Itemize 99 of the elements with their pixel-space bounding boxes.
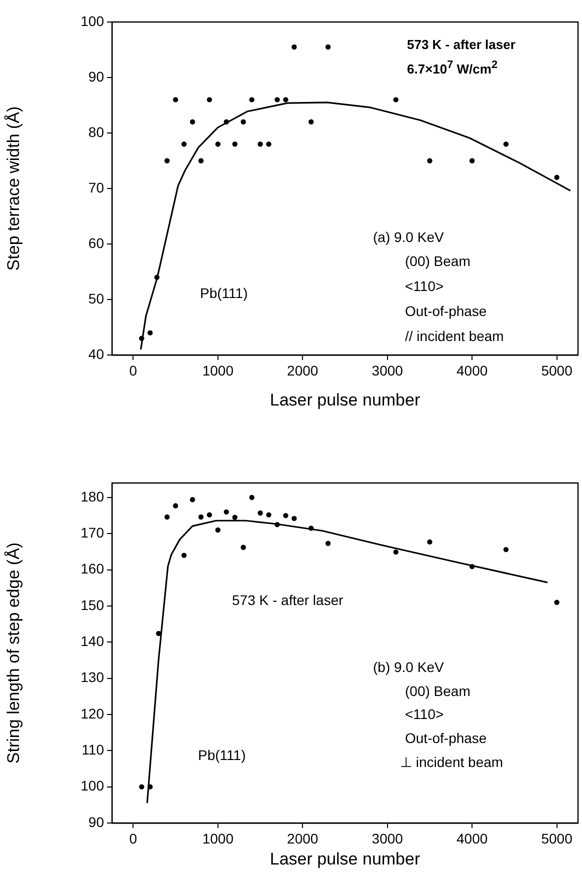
- point: [232, 142, 238, 147]
- point: [215, 527, 221, 533]
- point: [249, 494, 254, 500]
- point: [198, 158, 204, 164]
- point: [554, 600, 560, 605]
- point: [427, 158, 432, 164]
- y-tick-label: 40: [88, 346, 104, 362]
- point: [283, 512, 288, 518]
- point: [181, 552, 187, 558]
- point: [172, 503, 178, 508]
- point: [503, 142, 509, 147]
- y-tick-label: 80: [88, 124, 104, 140]
- point: [164, 514, 170, 520]
- point: [139, 784, 144, 790]
- y-axis-title: String length of step edge (Å): [4, 542, 23, 764]
- y-tick-label: 140: [80, 633, 104, 650]
- x-tick-label: 1000: [202, 830, 234, 846]
- y-tick-label: 160: [80, 560, 104, 577]
- point: [393, 97, 398, 102]
- y-tick-label: 120: [80, 705, 104, 722]
- x-tick-label: 0: [129, 830, 138, 846]
- point: [232, 514, 238, 520]
- point: [139, 336, 144, 341]
- point: [224, 119, 229, 124]
- point: [274, 97, 280, 102]
- annotation: 573 K - after laser: [407, 37, 516, 52]
- x-tick-label: 4000: [456, 830, 488, 846]
- x-tick-label: 5000: [541, 830, 573, 846]
- point: [172, 97, 178, 102]
- annotation: 6.7×10$^{7}$ W/cm$^{2}$: [407, 59, 498, 76]
- x-tick-label: 1000: [202, 362, 234, 378]
- y-tick-label: 100: [80, 778, 104, 794]
- annotation: Out-of-phase: [405, 730, 487, 746]
- y-tick-label: 60: [88, 234, 104, 251]
- point: [154, 274, 160, 280]
- point: [427, 539, 432, 545]
- point: [198, 514, 204, 520]
- y-axis-title: Step terrace width (Å): [4, 106, 23, 271]
- annotation: <110>: [405, 706, 444, 722]
- point: [148, 784, 153, 790]
- y-tick-label: 70: [88, 179, 104, 196]
- point: [503, 546, 509, 552]
- annotation: Out-of-phase: [405, 303, 487, 319]
- y-tick-label: 90: [88, 68, 104, 84]
- point: [393, 549, 398, 555]
- y-tick-label: 170: [80, 524, 104, 540]
- x-tick-label: 2000: [287, 362, 318, 378]
- y-tick-label: 130: [80, 669, 104, 686]
- x-axis-title: Laser pulse number: [270, 849, 420, 868]
- point: [469, 564, 475, 570]
- point: [308, 526, 314, 531]
- point: [206, 97, 212, 102]
- point: [148, 330, 153, 336]
- point: [292, 516, 297, 522]
- point: [266, 512, 272, 518]
- annotation: <110>: [405, 278, 444, 294]
- point: [181, 142, 187, 147]
- point: [258, 142, 263, 147]
- annotation: // incident beam: [405, 328, 504, 344]
- annotation: (a) 9.0 KeV: [373, 229, 444, 245]
- point: [283, 97, 288, 102]
- point: [554, 174, 560, 180]
- y-tick-label: 50: [88, 290, 104, 306]
- point: [224, 509, 229, 515]
- point: [325, 540, 331, 546]
- annotation: Pb(111): [200, 285, 248, 301]
- point: [325, 44, 331, 50]
- y-tick-label: 90: [88, 814, 104, 830]
- x-tick-label: 0: [129, 362, 138, 378]
- point: [164, 158, 170, 164]
- x-tick-label: 4000: [456, 362, 488, 378]
- point: [240, 119, 246, 124]
- y-tick-label: 180: [80, 488, 104, 504]
- annotation: (00) Beam: [405, 253, 470, 269]
- point: [292, 44, 297, 50]
- point: [274, 522, 280, 528]
- y-tick-label: 110: [82, 742, 104, 758]
- x-tick-label: 3000: [372, 362, 404, 378]
- annotation: (00) Beam: [405, 683, 470, 699]
- annotation: Pb(111): [198, 747, 246, 763]
- point: [206, 512, 212, 518]
- point: [258, 510, 263, 516]
- x-tick-label: 2000: [287, 830, 318, 846]
- point: [249, 97, 254, 102]
- point: [240, 544, 246, 550]
- x-axis-title: Laser pulse number: [270, 390, 420, 410]
- point: [215, 142, 221, 147]
- y-tick-label: 100: [80, 12, 104, 29]
- x-tick-label: 3000: [372, 830, 404, 846]
- annotation: 573 K - after laser: [232, 592, 344, 608]
- point: [266, 142, 272, 147]
- y-tick-label: 150: [80, 596, 104, 613]
- point: [469, 158, 475, 164]
- annotation: ⊥ incident beam: [400, 754, 504, 770]
- point: [190, 497, 196, 502]
- x-tick-label: 5000: [541, 362, 573, 378]
- point: [308, 119, 314, 124]
- point: [190, 119, 196, 124]
- annotation: (b) 9.0 KeV: [373, 659, 444, 675]
